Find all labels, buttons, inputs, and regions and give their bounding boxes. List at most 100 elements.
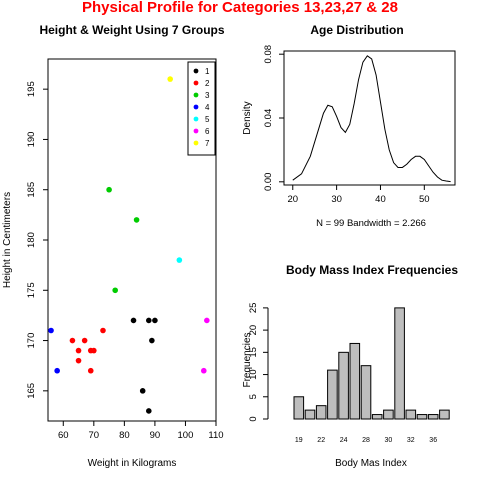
scatter-point-group-1 (130, 317, 137, 324)
density-x-label: N = 99 Bandwidth = 2.266 (316, 218, 426, 229)
scatter-y-tick-label: 190 (26, 132, 37, 148)
scatter-point-group-1 (139, 388, 146, 394)
scatter-x-tick-label: 60 (58, 430, 69, 441)
density-y-label: Density (242, 101, 253, 134)
scatter-x-tick-label: 80 (119, 430, 130, 441)
density-x-tick-label: 40 (375, 194, 386, 205)
density-plot-frame (283, 50, 456, 186)
bar-29 (405, 409, 417, 420)
density-x-tick-label: 30 (331, 194, 342, 205)
scatter-point-group-6 (204, 317, 210, 324)
bar-x-tick-label: 32 (407, 437, 415, 444)
scatter-x-axis: 60 70 80 90 100 110 (58, 420, 224, 441)
legend-box (187, 61, 216, 156)
bar-title: Body Mass Index Frequencies (286, 263, 458, 277)
bar-series (293, 307, 450, 420)
bar-21 (315, 405, 327, 420)
density-y-tick-label: 0.08 (263, 45, 274, 64)
scatter-point-group-3 (112, 287, 118, 294)
density-x-axis: 20 30 40 50 (287, 184, 430, 205)
legend-marker-6 (193, 128, 199, 134)
scatter-x-tick-label: 100 (178, 430, 194, 441)
scatter-point-group-1 (149, 337, 155, 344)
bar-28 (394, 307, 405, 420)
height-weight-scatter-plot: Height & Weight Using 7 Groups 60 70 80 90 1… (2, 23, 225, 469)
bar-20 (304, 409, 316, 420)
bar-32 (439, 409, 450, 420)
scatter-y-tick-label: 175 (26, 282, 37, 298)
bar-23 (338, 351, 349, 420)
bar-25 (360, 365, 372, 420)
legend-label-1: 1 (205, 67, 210, 76)
scatter-point-group-2 (91, 347, 97, 354)
scatter-y-axis: 165 170 175 180 185 190 195 (26, 81, 49, 399)
bar-x-tick-label: 28 (362, 437, 370, 444)
bar-30 (416, 414, 428, 420)
scatter-point-group-3 (133, 217, 140, 223)
bmi-frequency-bar-chart: Body Mass Index Frequencies 0 5 10 15 20 25 1… (242, 263, 458, 469)
scatter-point-group-7 (167, 76, 173, 82)
legend-label-5: 5 (205, 115, 210, 124)
scatter-x-tick-label: 70 (89, 430, 100, 441)
bar-22 (327, 369, 338, 420)
bar-31 (427, 414, 439, 420)
legend-marker-2 (193, 80, 199, 86)
legend-label-7: 7 (205, 139, 210, 148)
bar-x-label: Body Mas Index (335, 458, 407, 469)
legend-marker-4 (193, 104, 199, 110)
scatter-y-tick-label: 165 (26, 383, 37, 399)
legend-marker-1 (193, 68, 199, 74)
scatter-point-group-3 (106, 186, 112, 193)
scatter-y-tick-label: 170 (26, 333, 37, 349)
bar-y-label: Frequencies (242, 332, 253, 387)
bar-27 (383, 409, 394, 420)
bar-x-tick-labels: 19 22 24 28 30 32 36 (295, 437, 437, 444)
density-y-tick-label: 0.04 (263, 109, 274, 128)
scatter-y-tick-label: 180 (26, 232, 37, 248)
scatter-y-tick-label: 195 (26, 81, 37, 97)
scatter-title: Height & Weight Using 7 Groups (39, 23, 224, 37)
legend-label-2: 2 (205, 79, 210, 88)
bar-26 (371, 414, 383, 420)
density-x-tick-label: 50 (419, 194, 430, 205)
scatter-point-group-2 (100, 327, 106, 334)
scatter-point-group-2 (81, 337, 88, 344)
scatter-point-group-5 (176, 257, 183, 263)
scatter-point-group-6 (200, 367, 207, 374)
bar-y-tick-label: 0 (248, 416, 259, 421)
scatter-x-label: Weight in Kilograms (88, 458, 177, 469)
legend-label-4: 4 (205, 103, 210, 112)
density-y-axis: 0.00 0.04 0.08 (263, 45, 285, 192)
bar-24 (349, 342, 361, 420)
scatter-x-tick-label: 90 (150, 430, 161, 441)
bar-x-tick-label: 36 (429, 437, 437, 444)
scatter-point-group-1 (152, 317, 158, 324)
bar-x-tick-label: 24 (340, 437, 348, 444)
bar-y-axis: 0 5 10 15 20 25 (248, 303, 269, 422)
scatter-point-group-2 (75, 347, 82, 354)
legend-marker-3 (193, 92, 199, 98)
legend-label-6: 6 (205, 127, 210, 136)
legend-marker-7 (193, 140, 199, 146)
age-density-plot: Age Distribution 20 30 40 50 0.00 0.04 0.08 N… (242, 23, 456, 229)
bar-y-tick-label: 15 (248, 347, 259, 358)
scatter-point-group-2 (75, 357, 82, 364)
legend-marker-5 (193, 116, 199, 122)
scatter-legend: 1 2 3 4 5 6 7 (187, 61, 216, 156)
bar-x-tick-label: 30 (385, 437, 393, 444)
bar-y-tick-label: 25 (248, 303, 259, 314)
bar-y-tick-label: 5 (248, 394, 259, 399)
density-y-tick-label: 0.00 (263, 173, 274, 192)
density-title: Age Distribution (310, 23, 403, 37)
density-x-tick-label: 20 (287, 194, 298, 205)
scatter-points (48, 76, 210, 414)
page-title: Physical Profile for Categories 13,23,27… (82, 0, 398, 16)
legend-label-3: 3 (205, 91, 210, 100)
bar-y-tick-label: 10 (248, 369, 259, 380)
scatter-point-group-2 (69, 337, 76, 344)
bar-x-tick-label: 19 (295, 437, 303, 444)
bar-19 (293, 396, 305, 420)
bar-x-tick-label: 22 (317, 437, 325, 444)
